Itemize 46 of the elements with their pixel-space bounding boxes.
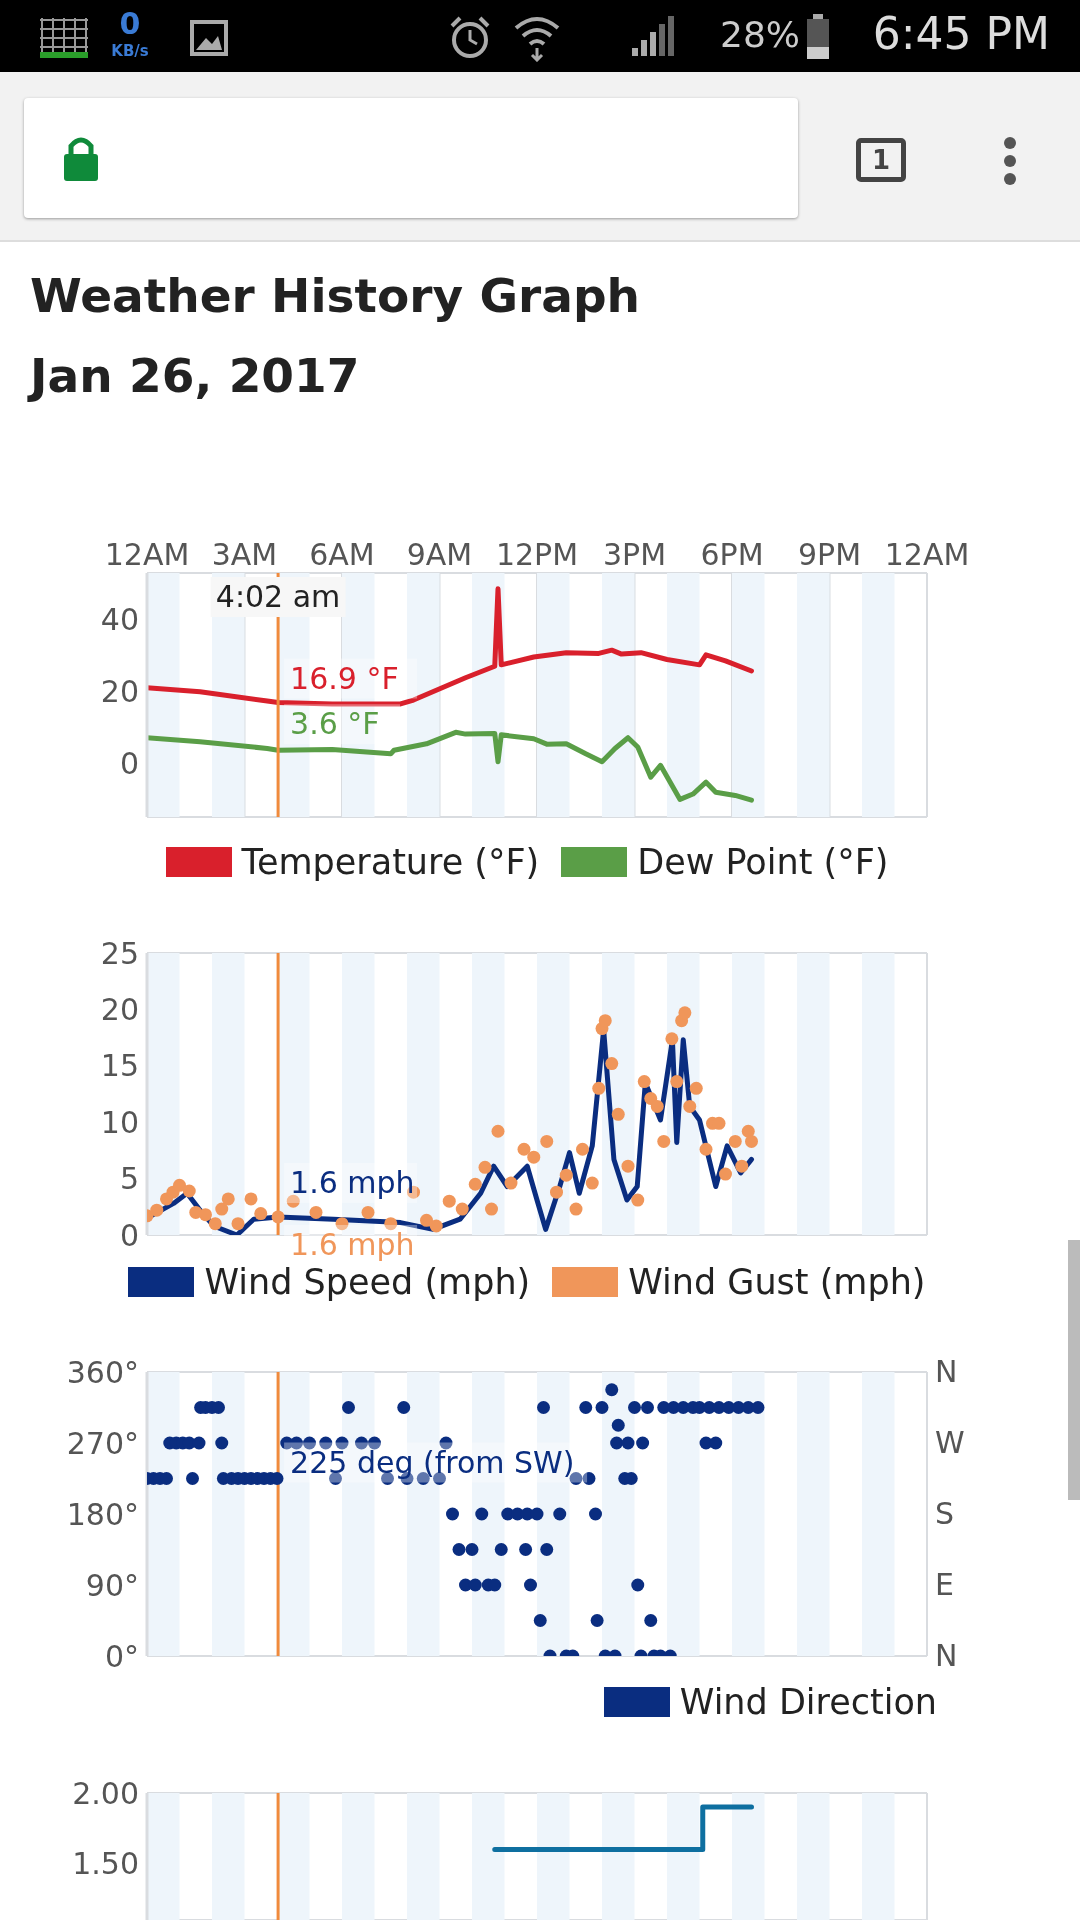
ref-line-label: 4:02 am [215, 579, 341, 614]
x-tick-label: 6AM [309, 537, 375, 572]
legend-label: Wind Gust (mph) [628, 1262, 926, 1302]
y-tick-label: 40 [100, 602, 139, 638]
legend-label: Wind Direction [679, 1682, 937, 1722]
y-tick-label: 5 [119, 1161, 139, 1197]
y-tick-label: 270° [66, 1425, 139, 1461]
annotation: 225 deg (from SW) [290, 1444, 575, 1480]
y-tick-label: 10 [100, 1104, 139, 1140]
chart-title: Weather History Graph [30, 267, 641, 325]
text: S [935, 1495, 955, 1533]
y-tick-label: 90° [85, 1567, 139, 1603]
text: 28% [719, 14, 800, 55]
y-tick-label: 180° [66, 1496, 139, 1532]
y-tick-label: 0 [119, 1217, 139, 1253]
x-tick-label: 3PM [602, 537, 667, 572]
x-tick-label: 9PM [797, 537, 862, 572]
x-tick-label: 12AM [884, 537, 970, 572]
legend-label: Wind Speed (mph) [204, 1262, 531, 1302]
legend-label: Dew Point (°F) [637, 842, 889, 882]
y-tick-label: 360° [66, 1354, 139, 1390]
x-tick-label: 9AM [406, 537, 473, 572]
text: N [935, 1353, 958, 1391]
x-tick-label: 12AM [104, 537, 190, 572]
x-tick-label: 3AM [211, 537, 278, 572]
y-tick-label: 1.50 [72, 1846, 139, 1882]
y-tick-label: 25 [100, 935, 139, 971]
text: KB/s [110, 42, 150, 60]
text: N [935, 1637, 958, 1675]
annotation: 1.6 mph [290, 1164, 415, 1200]
annotation: 3.6 °F [290, 706, 380, 742]
legend-label: Temperature (°F) [241, 842, 540, 882]
y-tick-label: 20 [100, 992, 139, 1028]
x-tick-label: 6PM [700, 537, 764, 572]
y-tick-label: 20 [100, 674, 139, 710]
text: E [935, 1566, 954, 1604]
tab-counter: 1 [856, 138, 906, 182]
text: W [935, 1424, 965, 1462]
text: 6:45 PM [871, 8, 1050, 59]
annotation: 16.9 °F [290, 660, 399, 696]
y-tick-label: 2.00 [72, 1775, 139, 1811]
y-tick-label: 0° [104, 1638, 139, 1674]
y-tick-label: 0 [119, 745, 139, 781]
x-tick-label: 12PM [495, 537, 579, 572]
y-tick-label: 15 [100, 1048, 139, 1084]
annotation: 1.6 mph [290, 1226, 415, 1262]
